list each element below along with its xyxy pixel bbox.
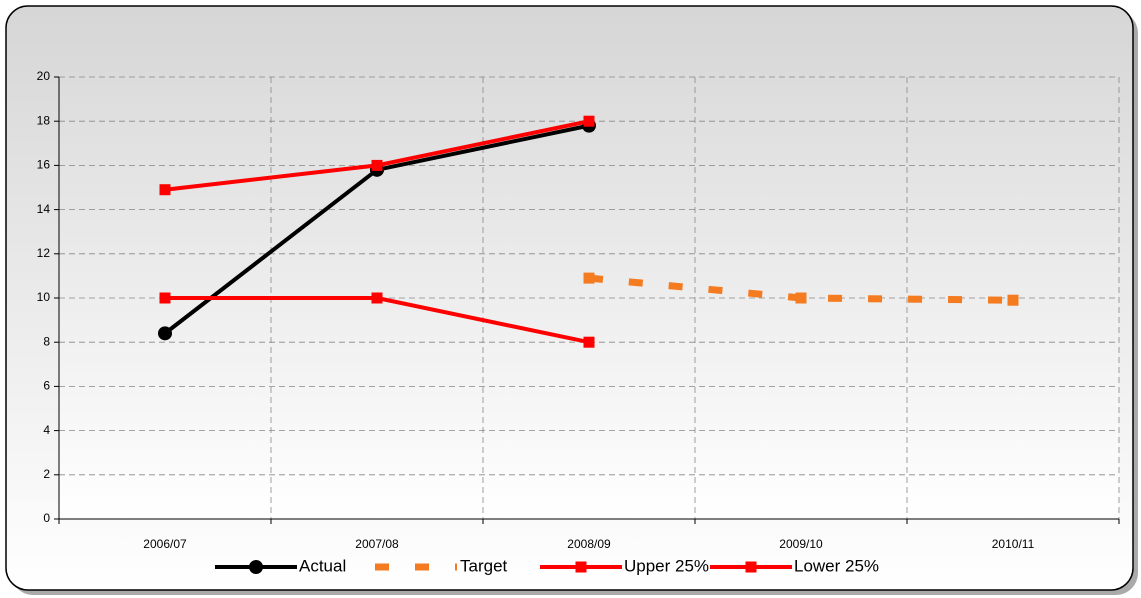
y-tick-label: 2 — [43, 467, 50, 481]
series-marker — [583, 336, 595, 348]
y-tick-label: 0 — [43, 511, 50, 525]
series-marker — [1007, 294, 1019, 306]
x-tick-label: 2009/10 — [779, 537, 823, 551]
y-tick-label: 18 — [37, 113, 51, 127]
y-tick-label: 8 — [43, 334, 50, 348]
series-marker — [158, 326, 172, 341]
x-tick-label: 2007/08 — [355, 537, 399, 551]
legend-text: Upper 25% — [624, 556, 709, 575]
legend-marker — [249, 560, 263, 574]
x-tick-label: 2010/11 — [992, 537, 1035, 551]
series-marker — [159, 292, 171, 304]
y-tick-label: 14 — [37, 202, 51, 216]
series-marker — [371, 292, 383, 304]
y-tick-label: 4 — [43, 423, 50, 437]
series-marker — [159, 184, 171, 196]
legend-text: Lower 25% — [794, 556, 879, 575]
series-marker — [371, 159, 383, 171]
y-tick-label: 20 — [37, 69, 51, 83]
series-marker — [583, 115, 595, 127]
y-tick-label: 12 — [37, 246, 51, 260]
legend-text: Actual — [299, 556, 346, 575]
y-tick-label: 16 — [37, 158, 51, 172]
x-tick-label: 2008/09 — [567, 537, 611, 551]
series-marker — [795, 292, 807, 304]
legend-marker — [745, 561, 757, 573]
legend-marker — [575, 561, 587, 573]
y-tick-label: 10 — [37, 290, 51, 304]
x-tick-label: 2006/07 — [143, 537, 187, 551]
legend-text: Target — [460, 556, 508, 575]
series-marker — [583, 272, 595, 284]
y-tick-label: 6 — [43, 379, 50, 393]
